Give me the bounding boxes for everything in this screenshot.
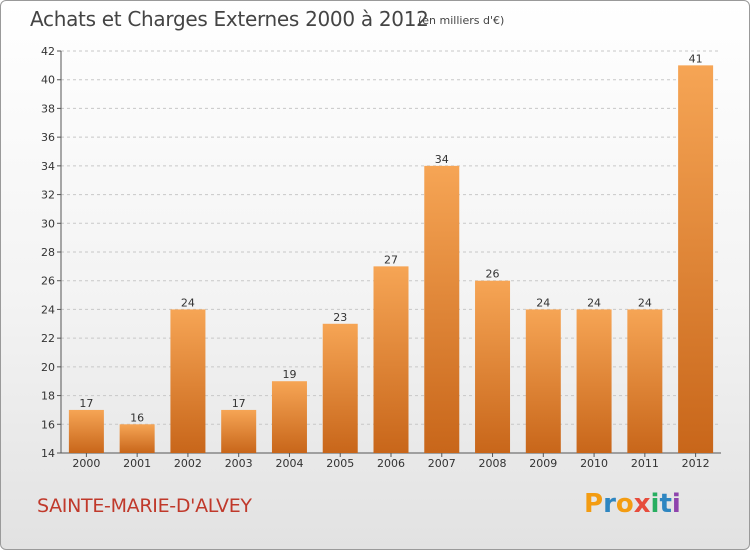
bar bbox=[373, 266, 409, 453]
x-tick-label: 2011 bbox=[631, 457, 659, 470]
data-label: 41 bbox=[689, 52, 703, 65]
y-tick-label: 24 bbox=[41, 303, 55, 316]
bar bbox=[475, 280, 511, 453]
bar bbox=[271, 381, 307, 453]
data-label: 24 bbox=[181, 296, 195, 309]
y-tick-label: 22 bbox=[41, 332, 55, 345]
bar bbox=[119, 424, 155, 453]
bar bbox=[68, 409, 104, 453]
x-tick-label: 2006 bbox=[377, 457, 405, 470]
data-label: 24 bbox=[638, 296, 652, 309]
data-label: 19 bbox=[282, 368, 296, 381]
y-tick-label: 26 bbox=[41, 275, 55, 288]
x-tick-label: 2010 bbox=[580, 457, 608, 470]
data-label: 17 bbox=[79, 397, 93, 410]
chart-title: Achats et Charges Externes 2000 à 2012 bbox=[30, 7, 429, 31]
data-label: 16 bbox=[130, 411, 144, 424]
logo-letter: i bbox=[671, 489, 681, 519]
y-tick-label: 28 bbox=[41, 246, 55, 259]
x-tick-label: 2003 bbox=[225, 457, 253, 470]
x-tick-label: 2000 bbox=[72, 457, 100, 470]
x-tick-label: 2007 bbox=[428, 457, 456, 470]
logo-letter: P bbox=[584, 489, 604, 519]
x-tick-label: 2009 bbox=[529, 457, 557, 470]
y-tick-label: 14 bbox=[41, 447, 55, 460]
bar bbox=[576, 309, 612, 453]
x-tick-label: 2001 bbox=[123, 457, 151, 470]
logo-letter: i bbox=[650, 489, 660, 519]
bar bbox=[322, 323, 358, 453]
chart-subtitle: (en milliers d'€) bbox=[418, 14, 505, 27]
y-tick-label: 34 bbox=[41, 160, 55, 173]
bar bbox=[627, 309, 663, 453]
x-tick-label: 2012 bbox=[682, 457, 710, 470]
bar bbox=[221, 409, 257, 453]
x-tick-label: 2005 bbox=[326, 457, 354, 470]
x-tick-label: 2004 bbox=[275, 457, 303, 470]
x-tick-label: 2002 bbox=[174, 457, 202, 470]
y-tick-label: 40 bbox=[41, 74, 55, 87]
y-tick-label: 18 bbox=[41, 390, 55, 403]
y-tick-label: 38 bbox=[41, 102, 55, 115]
proxiti-logo[interactable]: Proxiti bbox=[584, 489, 681, 519]
bar bbox=[678, 65, 714, 453]
logo-letter: o bbox=[615, 489, 634, 519]
logo-letter: t bbox=[659, 489, 672, 519]
data-label: 24 bbox=[587, 296, 601, 309]
data-label: 23 bbox=[333, 311, 347, 324]
y-tick-label: 30 bbox=[41, 217, 55, 230]
bar bbox=[525, 309, 561, 453]
labels: 2000 17 2001 16 2002 24 2003 17 2004 19 2005 23 2006… bbox=[72, 52, 709, 470]
commune-name: SAINTE-MARIE-D'ALVEY bbox=[37, 495, 252, 517]
bar bbox=[170, 309, 206, 453]
data-label: 17 bbox=[232, 397, 246, 410]
logo-letter: r bbox=[603, 489, 616, 519]
data-label: 24 bbox=[536, 296, 550, 309]
bar bbox=[424, 165, 460, 453]
y-tick-label: 20 bbox=[41, 361, 55, 374]
data-label: 34 bbox=[435, 153, 449, 166]
y-tick-label: 42 bbox=[41, 45, 55, 58]
logo-letter: x bbox=[633, 489, 651, 519]
y-tick-label: 32 bbox=[41, 189, 55, 202]
bars bbox=[68, 65, 714, 453]
y-tick-label: 16 bbox=[41, 418, 55, 431]
data-label: 27 bbox=[384, 253, 398, 266]
x-tick-label: 2008 bbox=[479, 457, 507, 470]
y-tick-label: 36 bbox=[41, 131, 55, 144]
data-label: 26 bbox=[486, 268, 500, 281]
